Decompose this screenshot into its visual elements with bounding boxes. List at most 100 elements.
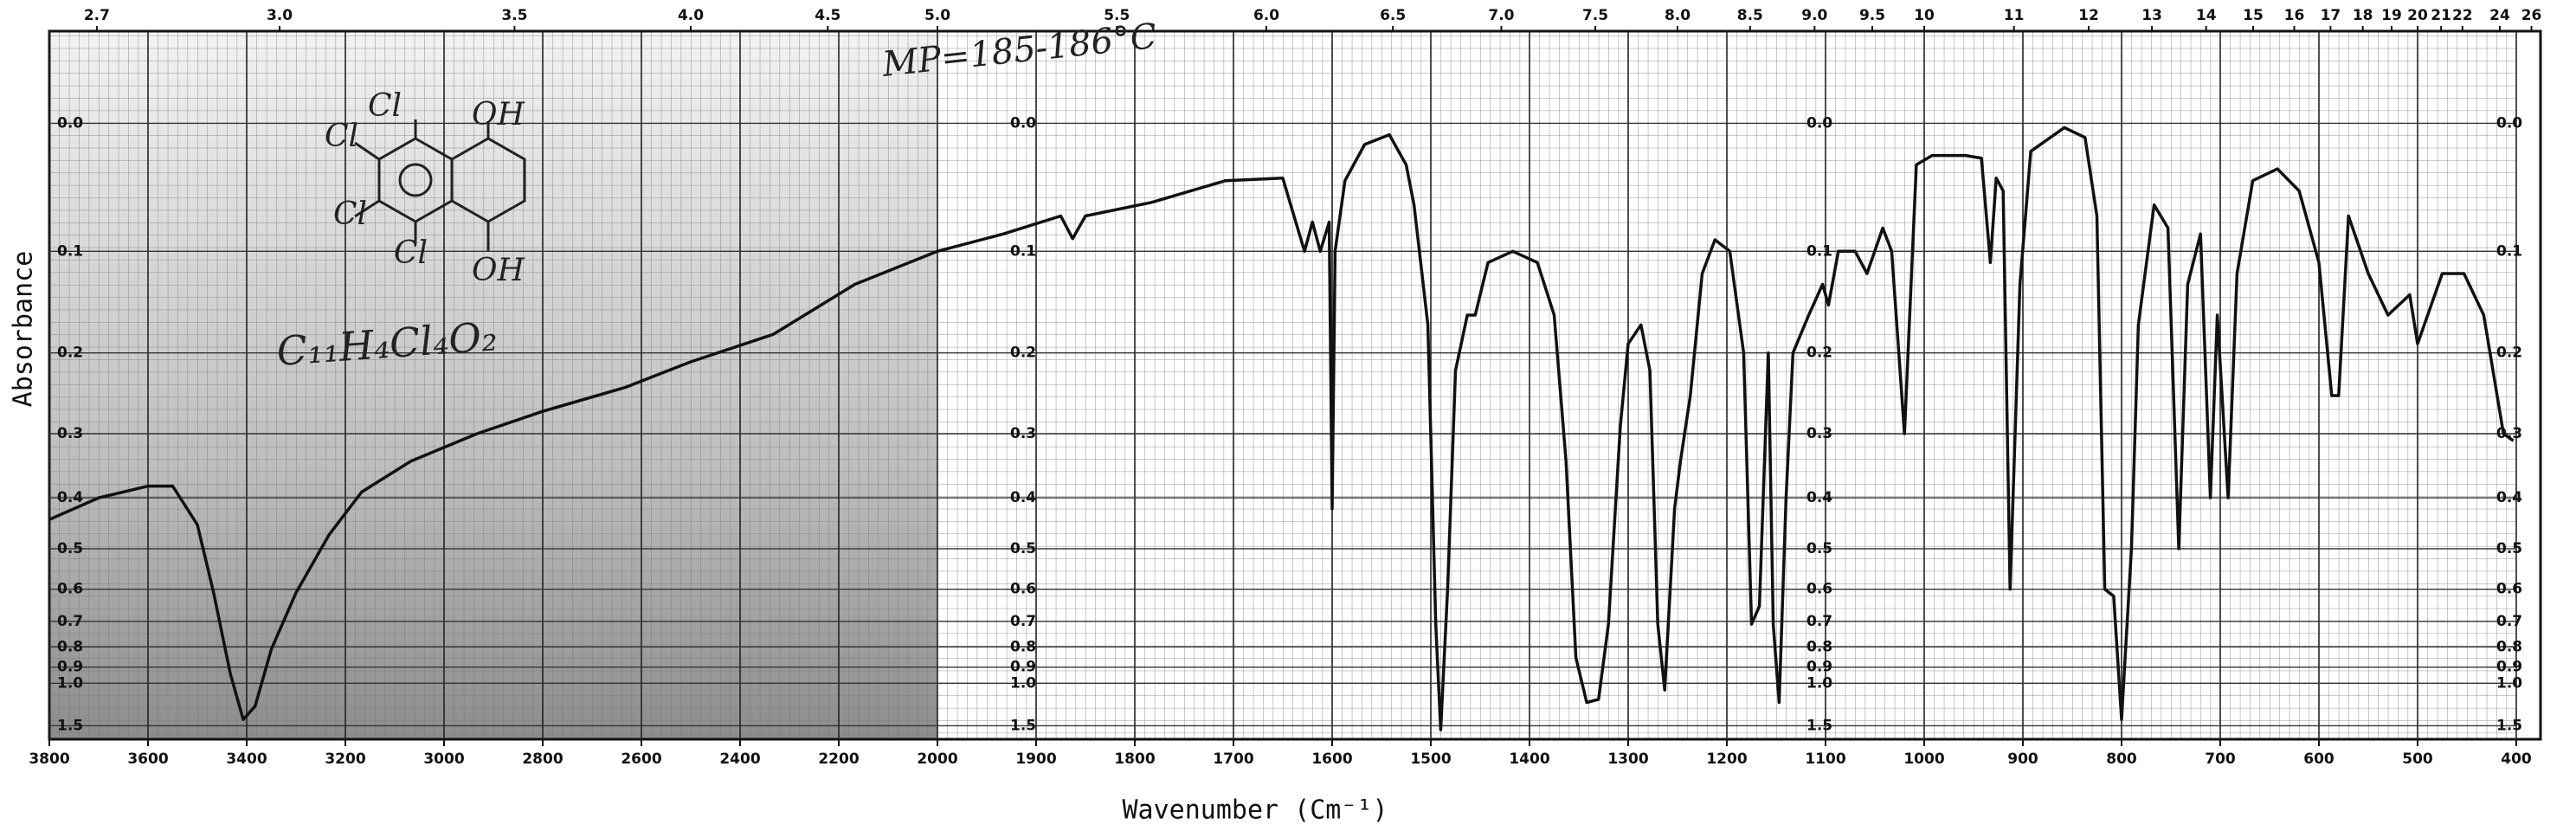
y-tick-label: 0.7 xyxy=(57,613,83,630)
y-tick-label: 0.9 xyxy=(2496,659,2522,676)
x-tick-label: 3400 xyxy=(226,750,267,768)
x2-tick-label: 13 xyxy=(2141,7,2162,24)
x2-tick-label: 11 xyxy=(2004,7,2025,24)
y-tick-label: 0.6 xyxy=(2496,581,2522,598)
x2-tick-label: 3.0 xyxy=(267,7,293,24)
x-axis-label: Wavenumber (Cm⁻¹) xyxy=(1122,796,1388,826)
x2-tick-label: 24 xyxy=(2489,7,2510,24)
x2-tick-label: 15 xyxy=(2243,7,2264,24)
y-tick-label: 0.8 xyxy=(1806,638,1832,655)
x-tick-label: 600 xyxy=(2303,750,2334,768)
structure-label: Cl xyxy=(325,119,358,154)
x-tick-label: 1200 xyxy=(1706,750,1747,768)
y-tick-label: 0.3 xyxy=(1010,425,1036,442)
x2-tick-label: 6.5 xyxy=(1380,7,1406,24)
y-tick-label: 0.5 xyxy=(2496,540,2522,557)
x-tick-label: 1500 xyxy=(1410,750,1451,768)
x2-tick-label: 8.5 xyxy=(1737,7,1763,24)
x2-tick-label: 8.0 xyxy=(1665,7,1690,24)
y-tick-label: 0.0 xyxy=(1806,114,1832,132)
x2-tick-label: 9.0 xyxy=(1801,7,1827,24)
y-tick-label: 0.2 xyxy=(2496,345,2522,362)
x-tick-label: 2400 xyxy=(719,750,760,768)
y-tick-label: 0.6 xyxy=(1010,581,1036,598)
x-tick-label: 2000 xyxy=(917,750,957,768)
x2-tick-label: 6.0 xyxy=(1253,7,1279,24)
x2-tick-label: 3.5 xyxy=(501,7,527,24)
x-tick-label: 500 xyxy=(2402,750,2433,768)
plot-frame xyxy=(48,26,2542,746)
x2-tick-label: 5.0 xyxy=(924,7,950,24)
y-tick-label: 0.9 xyxy=(1010,659,1036,676)
x-tick-label: 2800 xyxy=(522,750,563,768)
y-tick-label: 0.7 xyxy=(1010,613,1036,630)
y-tick-label: 1.5 xyxy=(2496,717,2522,734)
y-tick-label: 0.4 xyxy=(2496,489,2522,506)
y-tick-label: 0.2 xyxy=(57,345,83,362)
structure-label: Cl xyxy=(368,88,402,124)
y-tick-label: 0.1 xyxy=(2496,242,2522,260)
y-tick-label: 0.9 xyxy=(1806,659,1832,676)
y-tick-label: 0.2 xyxy=(1010,345,1036,362)
y-tick-label: 0.6 xyxy=(57,581,83,598)
x2-tick-label: 26 xyxy=(2521,7,2542,24)
x-tick-label: 1400 xyxy=(1509,750,1549,768)
y-tick-label: 0.7 xyxy=(1806,613,1832,630)
x2-tick-label: 20 xyxy=(2407,7,2428,24)
x-tick-label: 3200 xyxy=(325,750,365,768)
x-tick-label: 1700 xyxy=(1213,750,1253,768)
y-tick-label: 0.0 xyxy=(1010,114,1036,132)
x2-tick-label: 2.7 xyxy=(84,7,110,24)
y-tick-label: 1.0 xyxy=(57,674,83,692)
y-tick-label: 0.6 xyxy=(1806,581,1832,598)
y-tick-label: 0.3 xyxy=(57,425,83,442)
x-tick-label: 1300 xyxy=(1607,750,1648,768)
y-tick-label: 0.8 xyxy=(1010,638,1036,655)
x2-tick-label: 4.5 xyxy=(815,7,840,24)
x-tick-label: 2200 xyxy=(818,750,859,768)
y-axis-label: Absorbance xyxy=(9,251,39,408)
x-tick-label: 3800 xyxy=(29,750,69,768)
x-tick-label: 400 xyxy=(2501,750,2532,768)
x2-tick-label: 12 xyxy=(2078,7,2099,24)
x2-tick-label: 7.5 xyxy=(1582,7,1608,24)
x2-tick-label: 17 xyxy=(2321,7,2341,24)
structure-label: OH xyxy=(472,97,525,132)
fine-grid xyxy=(49,31,2516,739)
x-tick-label: 3600 xyxy=(127,750,168,768)
x2-tick-label: 10 xyxy=(1914,7,1935,24)
y-tick-label: 0.5 xyxy=(57,540,83,557)
y-tick-label: 0.4 xyxy=(1806,489,1832,506)
y-tick-label: 0.2 xyxy=(1806,345,1832,362)
y-tick-label: 0.5 xyxy=(1010,540,1036,557)
y-tick-label: 1.5 xyxy=(1806,717,1832,734)
x-tick-label: 900 xyxy=(2007,750,2038,768)
structure-label: Cl xyxy=(394,235,428,271)
structure-drawing xyxy=(354,119,526,251)
x2-tick-label: 19 xyxy=(2381,7,2402,24)
structure-label: Cl xyxy=(333,196,367,232)
y-tick-label: 1.0 xyxy=(1806,674,1832,692)
x-tick-label: 1600 xyxy=(1311,750,1352,768)
y-tick-label: 0.7 xyxy=(2496,613,2522,630)
y-tick-label: 1.5 xyxy=(1010,717,1036,734)
y-tick-label: 0.4 xyxy=(1010,489,1036,506)
y-tick-label: 1.0 xyxy=(1010,674,1036,692)
x2-tick-label: 9.5 xyxy=(1859,7,1885,24)
x-tick-label: 1100 xyxy=(1805,750,1845,768)
x2-tick-label: 7.0 xyxy=(1488,7,1514,24)
x2-tick-label: 22 xyxy=(2452,7,2473,24)
x2-tick-label: 18 xyxy=(2353,7,2373,24)
y-tick-label: 0.5 xyxy=(1806,540,1832,557)
x2-tick-label: 21 xyxy=(2431,7,2451,24)
y-tick-label: 0.0 xyxy=(2496,114,2522,132)
x2-tick-label: 14 xyxy=(2196,7,2217,24)
x-tick-label: 1900 xyxy=(1015,750,1056,768)
x-tick-label: 700 xyxy=(2205,750,2236,768)
structure-label: OH xyxy=(472,253,525,288)
y-tick-label: 0.8 xyxy=(57,638,83,655)
x2-tick-label: 4.0 xyxy=(678,7,704,24)
y-tick-label: 0.4 xyxy=(57,489,83,506)
y-tick-label: 0.1 xyxy=(1010,242,1036,260)
x-tick-label: 2600 xyxy=(621,750,661,768)
